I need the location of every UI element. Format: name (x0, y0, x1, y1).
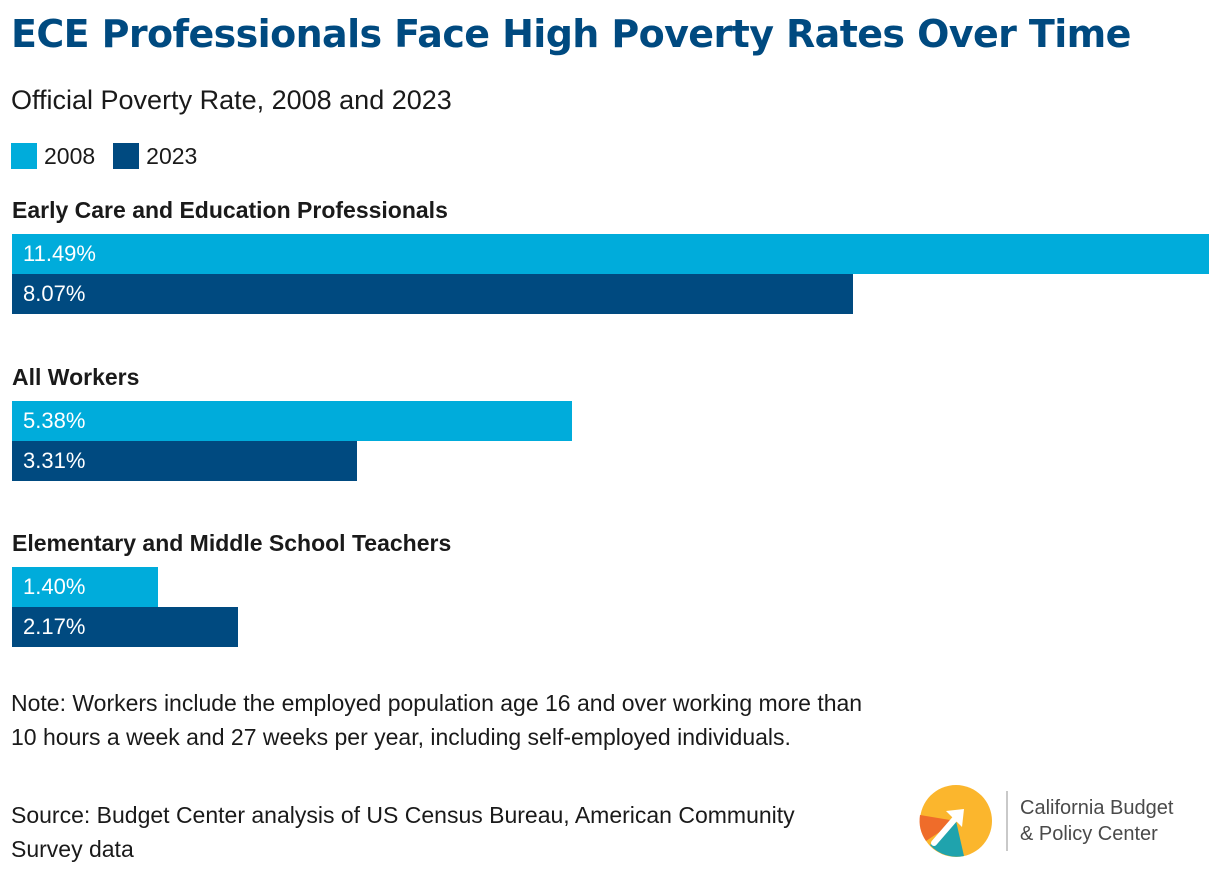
bar-value-label: 1.40% (23, 574, 86, 599)
chart-title: ECE Professionals Face High Poverty Rate… (11, 12, 1131, 56)
category-label: Elementary and Middle School Teachers (12, 530, 452, 556)
bar-value-label: 5.38% (23, 408, 86, 433)
bar-2023: 3.31% (12, 441, 357, 481)
legend: 2008 2023 (11, 141, 215, 171)
logo-line-1: California Budget (1020, 797, 1174, 819)
bar-2008: 1.40% (12, 567, 158, 607)
logo-divider (1006, 791, 1008, 851)
legend-swatch-2023 (113, 143, 140, 169)
bar-value-label: 8.07% (23, 281, 86, 306)
legend-swatch-2008 (11, 143, 37, 169)
bar-value-label: 3.31% (23, 448, 86, 473)
chart-source: Source: Budget Center analysis of US Cen… (11, 802, 795, 862)
category-label: Early Care and Education Professionals (12, 197, 448, 223)
bar-2008: 11.49% (12, 234, 1209, 274)
legend-item-2023: 2023 (113, 143, 197, 170)
organization-logo: California Budget & Policy Center (916, 783, 1206, 859)
bar-value-label: 11.49% (23, 241, 96, 266)
chart-subtitle: Official Poverty Rate, 2008 and 2023 (11, 85, 452, 115)
bar-value-label: 2.17% (23, 614, 86, 639)
logo-text: California Budget & Policy Center (1020, 795, 1173, 847)
bar-2023: 2.17% (12, 607, 238, 647)
arrow-circle-logo-icon (919, 785, 992, 857)
logo-line-2: & Policy Center (1020, 823, 1158, 845)
legend-item-2008: 2008 (11, 143, 95, 170)
category-label: All Workers (12, 364, 140, 390)
bar-2008: 5.38% (12, 401, 572, 441)
legend-label-2023: 2023 (146, 142, 198, 169)
legend-label-2008: 2008 (44, 142, 96, 169)
chart-note: Note: Workers include the employed popul… (11, 690, 863, 750)
bar-2023: 8.07% (12, 274, 853, 314)
